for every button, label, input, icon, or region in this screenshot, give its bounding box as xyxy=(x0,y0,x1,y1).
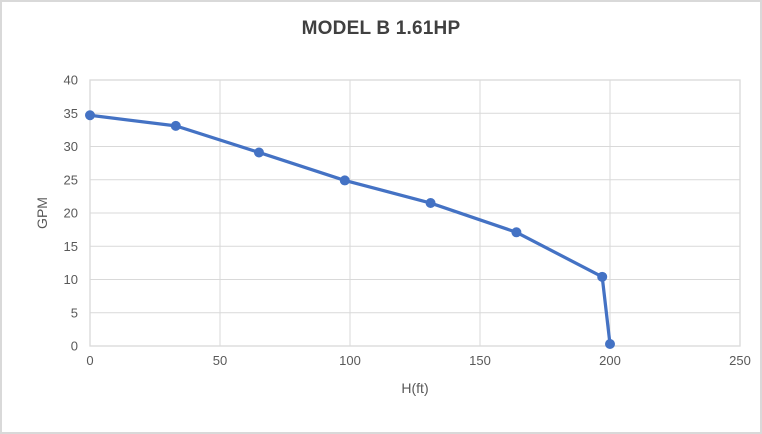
data-point xyxy=(85,110,95,121)
plot-border xyxy=(89,79,741,347)
y-tick-label: 0 xyxy=(71,339,78,354)
y-tick-label: 40 xyxy=(64,73,78,88)
y-tick-label: 15 xyxy=(64,239,78,254)
y-tick-label: 35 xyxy=(64,106,78,121)
x-tick-label: 0 xyxy=(86,353,93,368)
data-point xyxy=(511,227,522,238)
y-tick-label: 10 xyxy=(64,272,78,287)
x-tick-label: 150 xyxy=(469,353,491,368)
data-point xyxy=(605,339,615,350)
y-tick-label: 20 xyxy=(64,206,78,221)
data-point xyxy=(170,120,181,131)
y-tick-label: 30 xyxy=(64,139,78,154)
x-axis-title: H(ft) xyxy=(401,380,429,396)
x-tick-label: 250 xyxy=(729,353,751,368)
data-line xyxy=(88,113,612,346)
data-point xyxy=(597,271,608,282)
data-point xyxy=(254,147,264,158)
data-point xyxy=(339,175,350,186)
y-tick-label: 5 xyxy=(71,305,78,320)
y-tick-label: 25 xyxy=(64,172,78,187)
data-point xyxy=(425,198,436,209)
x-tick-label: 200 xyxy=(599,353,621,368)
chart-title: MODEL B 1.61HP xyxy=(301,18,461,39)
x-tick-label: 50 xyxy=(213,353,227,368)
x-tick-label: 100 xyxy=(339,353,361,368)
